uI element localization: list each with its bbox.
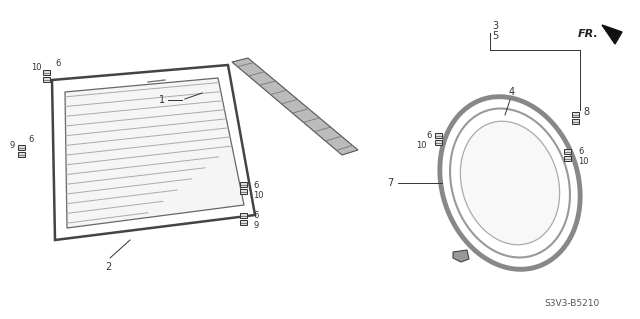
Polygon shape bbox=[450, 108, 570, 257]
Polygon shape bbox=[52, 65, 255, 240]
Text: 3: 3 bbox=[492, 21, 498, 31]
Bar bbox=[43, 70, 50, 75]
Bar bbox=[564, 149, 571, 154]
Bar bbox=[240, 189, 247, 194]
Text: 9: 9 bbox=[253, 221, 259, 231]
Text: 6: 6 bbox=[578, 147, 584, 157]
Polygon shape bbox=[65, 78, 244, 228]
Bar bbox=[435, 140, 442, 145]
Bar bbox=[435, 133, 442, 138]
Text: 2: 2 bbox=[105, 262, 111, 272]
Text: 10: 10 bbox=[578, 158, 589, 167]
Text: 1: 1 bbox=[159, 95, 165, 105]
Bar bbox=[240, 213, 247, 218]
Bar bbox=[572, 119, 579, 124]
Text: 6: 6 bbox=[28, 135, 33, 144]
Bar bbox=[240, 220, 247, 225]
Text: 6: 6 bbox=[253, 211, 259, 219]
Text: 6: 6 bbox=[55, 60, 60, 69]
Polygon shape bbox=[460, 121, 559, 245]
Text: 10: 10 bbox=[31, 63, 42, 72]
Text: 4: 4 bbox=[509, 87, 515, 97]
Bar bbox=[43, 77, 50, 82]
Polygon shape bbox=[440, 97, 580, 269]
Text: FR.: FR. bbox=[579, 29, 599, 39]
Bar bbox=[572, 112, 579, 117]
Text: 8: 8 bbox=[583, 107, 589, 117]
Text: S3V3-B5210: S3V3-B5210 bbox=[545, 299, 600, 308]
Text: 10: 10 bbox=[417, 140, 427, 150]
Bar bbox=[564, 156, 571, 161]
Text: 7: 7 bbox=[387, 178, 393, 188]
Text: 9: 9 bbox=[10, 140, 15, 150]
Bar bbox=[18, 152, 25, 157]
Text: 10: 10 bbox=[253, 190, 264, 199]
Text: 5: 5 bbox=[492, 31, 498, 41]
Polygon shape bbox=[232, 58, 358, 155]
Text: 6: 6 bbox=[253, 181, 259, 189]
Bar bbox=[18, 145, 25, 150]
Polygon shape bbox=[602, 25, 622, 44]
Text: 6: 6 bbox=[427, 130, 432, 139]
Polygon shape bbox=[453, 250, 469, 262]
Bar bbox=[240, 182, 247, 187]
